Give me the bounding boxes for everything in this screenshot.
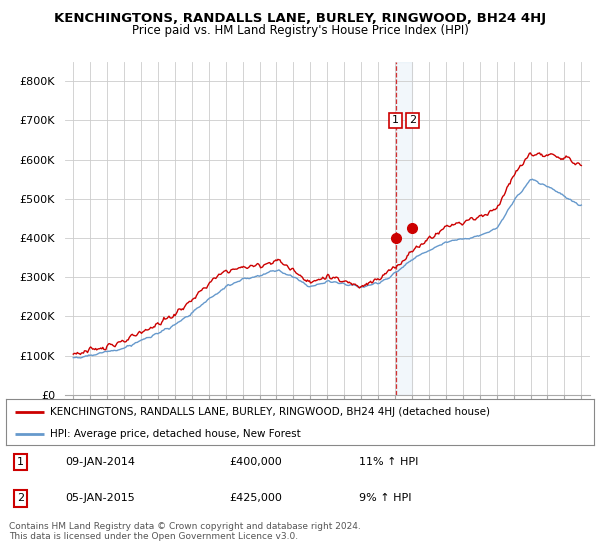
Text: 1: 1: [17, 457, 24, 467]
Text: 05-JAN-2015: 05-JAN-2015: [65, 493, 134, 503]
Text: 11% ↑ HPI: 11% ↑ HPI: [359, 457, 418, 467]
Text: £400,000: £400,000: [229, 457, 282, 467]
Text: 09-JAN-2014: 09-JAN-2014: [65, 457, 135, 467]
Text: £425,000: £425,000: [229, 493, 283, 503]
Text: 1: 1: [392, 115, 399, 125]
Text: KENCHINGTONS, RANDALLS LANE, BURLEY, RINGWOOD, BH24 4HJ (detached house): KENCHINGTONS, RANDALLS LANE, BURLEY, RIN…: [50, 407, 490, 417]
Text: Contains HM Land Registry data © Crown copyright and database right 2024.
This d: Contains HM Land Registry data © Crown c…: [9, 522, 361, 542]
Text: 9% ↑ HPI: 9% ↑ HPI: [359, 493, 412, 503]
Text: Price paid vs. HM Land Registry's House Price Index (HPI): Price paid vs. HM Land Registry's House …: [131, 24, 469, 36]
Text: KENCHINGTONS, RANDALLS LANE, BURLEY, RINGWOOD, BH24 4HJ: KENCHINGTONS, RANDALLS LANE, BURLEY, RIN…: [54, 12, 546, 25]
Text: HPI: Average price, detached house, New Forest: HPI: Average price, detached house, New …: [50, 429, 301, 438]
Bar: [395, 62, 412, 395]
Text: 2: 2: [17, 493, 24, 503]
Text: 2: 2: [409, 115, 416, 125]
